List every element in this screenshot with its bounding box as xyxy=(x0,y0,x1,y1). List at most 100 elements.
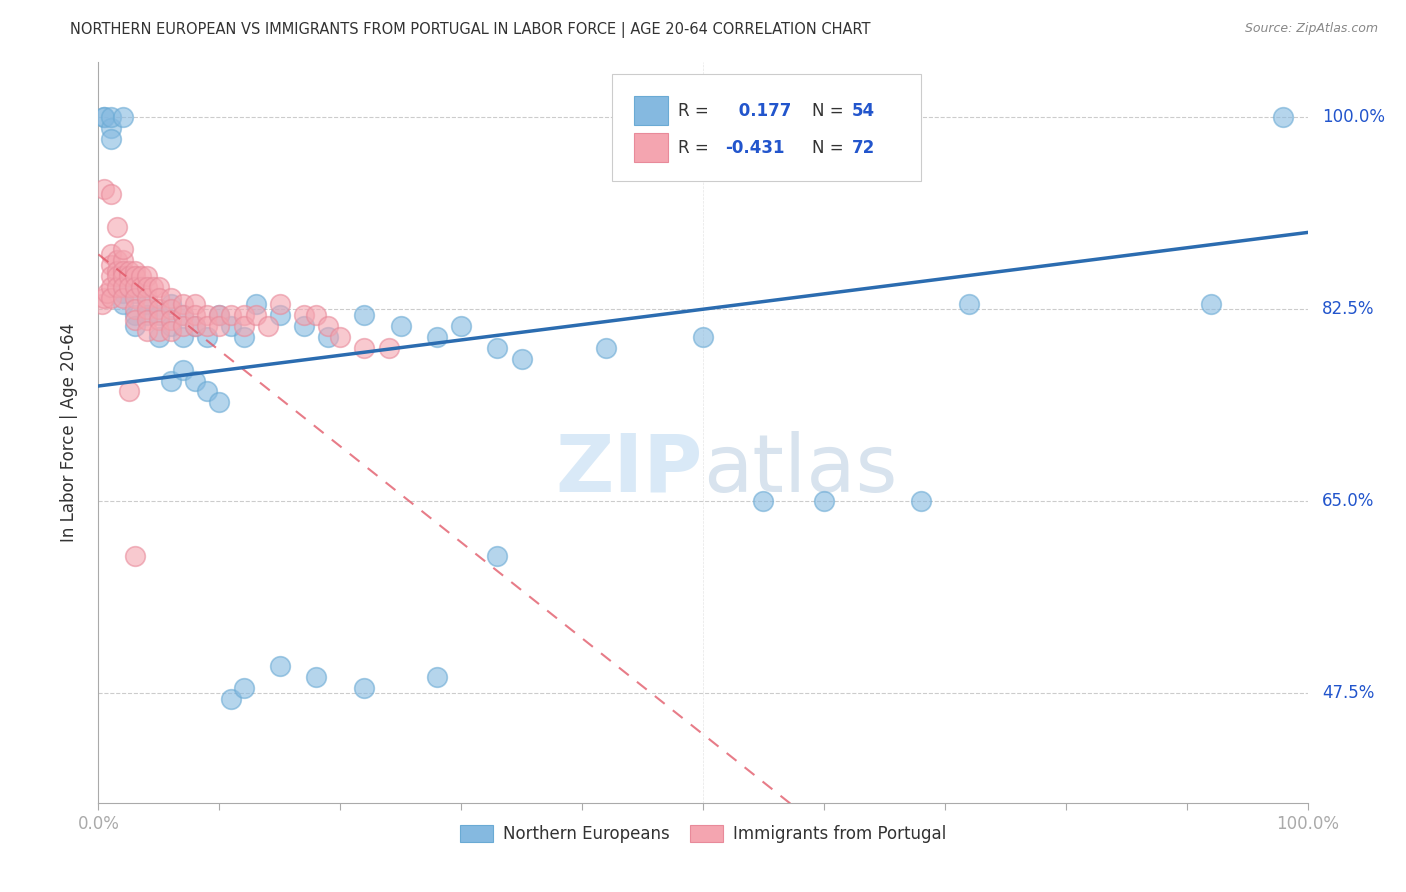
Point xyxy=(172,329,194,343)
Point xyxy=(160,318,183,333)
Point xyxy=(111,269,134,284)
Point xyxy=(100,247,122,261)
Point xyxy=(111,297,134,311)
Point xyxy=(184,297,207,311)
Point xyxy=(184,374,207,388)
Point xyxy=(135,324,157,338)
Point xyxy=(184,318,207,333)
Text: ZIP: ZIP xyxy=(555,431,703,508)
Point xyxy=(100,269,122,284)
Point xyxy=(353,308,375,322)
Point xyxy=(93,181,115,195)
Point xyxy=(148,308,170,322)
Text: 0.177: 0.177 xyxy=(734,102,792,120)
Point xyxy=(160,324,183,338)
Point xyxy=(96,285,118,300)
Point xyxy=(269,308,291,322)
Point xyxy=(245,297,267,311)
Point xyxy=(111,252,134,267)
Point xyxy=(486,549,509,563)
Point xyxy=(148,324,170,338)
Point xyxy=(208,395,231,409)
Point xyxy=(426,670,449,684)
Text: 54: 54 xyxy=(852,102,875,120)
Point xyxy=(105,269,128,284)
Point xyxy=(172,308,194,322)
Text: -0.431: -0.431 xyxy=(724,138,785,157)
FancyBboxPatch shape xyxy=(634,95,668,126)
Point xyxy=(111,280,134,294)
Point xyxy=(450,318,472,333)
Point xyxy=(142,280,165,294)
Text: 82.5%: 82.5% xyxy=(1322,301,1375,318)
Point xyxy=(195,329,218,343)
Text: 72: 72 xyxy=(852,138,875,157)
Point xyxy=(221,691,243,706)
Point xyxy=(292,308,315,322)
Point xyxy=(184,318,207,333)
Point xyxy=(160,374,183,388)
Point xyxy=(135,291,157,305)
Point xyxy=(148,313,170,327)
Point xyxy=(353,681,375,695)
Point xyxy=(100,187,122,202)
Point xyxy=(100,258,122,272)
Point xyxy=(135,269,157,284)
Point xyxy=(100,291,122,305)
Point xyxy=(316,329,339,343)
Point xyxy=(486,341,509,355)
Point xyxy=(105,219,128,234)
Point xyxy=(135,313,157,327)
Point xyxy=(135,297,157,311)
Point xyxy=(105,264,128,278)
Point xyxy=(111,285,134,300)
Point xyxy=(93,291,115,305)
Point xyxy=(208,308,231,322)
Point xyxy=(269,297,291,311)
Point xyxy=(124,549,146,563)
Point xyxy=(135,280,157,294)
Legend: Northern Europeans, Immigrants from Portugal: Northern Europeans, Immigrants from Port… xyxy=(453,819,953,850)
Point xyxy=(118,384,141,399)
Point xyxy=(124,302,146,317)
Text: 100.0%: 100.0% xyxy=(1322,108,1385,127)
Point xyxy=(160,291,183,305)
Point xyxy=(124,313,146,327)
FancyBboxPatch shape xyxy=(634,133,668,162)
Point xyxy=(105,252,128,267)
Point xyxy=(111,110,134,124)
Text: NORTHERN EUROPEAN VS IMMIGRANTS FROM PORTUGAL IN LABOR FORCE | AGE 20-64 CORRELA: NORTHERN EUROPEAN VS IMMIGRANTS FROM POR… xyxy=(70,22,870,38)
Point xyxy=(124,308,146,322)
Point xyxy=(195,318,218,333)
Point xyxy=(118,280,141,294)
Text: N =: N = xyxy=(811,102,849,120)
Point xyxy=(957,297,980,311)
Point xyxy=(129,280,152,294)
Point xyxy=(195,308,218,322)
Text: 65.0%: 65.0% xyxy=(1322,492,1375,510)
Point xyxy=(208,308,231,322)
Point xyxy=(100,132,122,146)
Point xyxy=(148,329,170,343)
Point xyxy=(148,291,170,305)
Point xyxy=(910,494,932,508)
Point xyxy=(160,313,183,327)
Point xyxy=(111,264,134,278)
Point xyxy=(232,308,254,322)
Point xyxy=(148,302,170,317)
Point xyxy=(426,329,449,343)
Text: 47.5%: 47.5% xyxy=(1322,684,1375,702)
Point xyxy=(172,308,194,322)
Point xyxy=(1272,110,1295,124)
Point xyxy=(305,308,328,322)
Point xyxy=(256,318,278,333)
Point xyxy=(160,302,183,317)
Text: R =: R = xyxy=(678,138,714,157)
Y-axis label: In Labor Force | Age 20-64: In Labor Force | Age 20-64 xyxy=(59,323,77,542)
Point xyxy=(100,121,122,136)
Point xyxy=(148,280,170,294)
Point xyxy=(232,681,254,695)
Point xyxy=(292,318,315,333)
Point xyxy=(172,362,194,376)
Point xyxy=(111,291,134,305)
